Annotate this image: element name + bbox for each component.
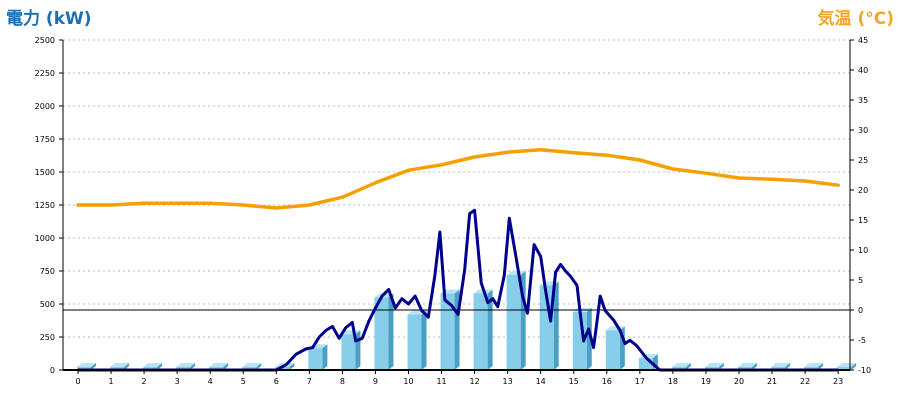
x-tick-label: 16 xyxy=(602,377,612,386)
bar-side xyxy=(322,344,328,370)
bar-top xyxy=(176,363,196,367)
bar-side xyxy=(421,310,427,370)
x-tick-label: 13 xyxy=(503,377,513,386)
bar-top xyxy=(506,270,526,275)
left-tick-label: 0 xyxy=(50,366,55,375)
x-tick-label: 1 xyxy=(109,377,114,386)
bar-side xyxy=(818,363,824,370)
right-tick-label: 5 xyxy=(858,276,863,285)
x-tick-label: 10 xyxy=(403,377,413,386)
right-tick-label: 25 xyxy=(858,156,868,165)
lines-layer xyxy=(63,148,850,372)
left-tick-label: 500 xyxy=(40,300,55,309)
bar-side xyxy=(289,363,295,370)
bar-top xyxy=(671,363,691,367)
bar-side xyxy=(553,281,559,370)
bar-top xyxy=(704,363,724,367)
x-tick-label: 20 xyxy=(734,377,744,386)
left-axis-title: 電力 (kW) xyxy=(6,9,92,29)
left-tick-label: 1250 xyxy=(35,201,55,210)
bar-top xyxy=(242,363,262,367)
right-tick-label: 0 xyxy=(858,306,863,315)
left-tick-label: 750 xyxy=(40,267,55,276)
bar-side xyxy=(851,363,857,370)
bar-top xyxy=(837,363,857,367)
bar xyxy=(837,367,852,370)
right-tick-label: 30 xyxy=(858,126,868,135)
bar-side xyxy=(685,363,691,370)
bars-layer xyxy=(77,270,857,370)
bar-side xyxy=(586,307,592,370)
bar-top xyxy=(110,363,130,367)
x-tick-label: 5 xyxy=(241,377,246,386)
bar xyxy=(308,348,323,370)
bar xyxy=(473,293,488,370)
x-tick-label: 21 xyxy=(767,377,777,386)
right-tick-label: 10 xyxy=(858,246,868,255)
x-tick-label: 6 xyxy=(274,377,279,386)
power-line xyxy=(78,208,839,372)
x-tick-label: 3 xyxy=(175,377,180,386)
x-tick-label: 8 xyxy=(340,377,345,386)
bar xyxy=(638,358,653,370)
x-tick-label: 19 xyxy=(701,377,711,386)
bar xyxy=(506,274,521,370)
bar-side xyxy=(718,363,724,370)
bar-side xyxy=(752,363,757,370)
bar-top xyxy=(804,363,824,367)
bar xyxy=(341,334,356,370)
x-tick-label: 18 xyxy=(668,377,678,386)
bar-top xyxy=(771,363,791,367)
left-tick-label: 1750 xyxy=(35,135,55,144)
right-tick-label: 45 xyxy=(858,36,868,45)
bar-side xyxy=(157,363,163,370)
left-tick-label: 1500 xyxy=(35,168,55,177)
left-tick-label: 1000 xyxy=(35,234,55,243)
x-tick-label: 11 xyxy=(436,377,446,386)
right-tick-label: 40 xyxy=(858,66,868,75)
bar-side xyxy=(223,363,229,370)
axes-layer: 02505007501000125015001750200022502500-1… xyxy=(35,36,871,386)
x-tick-label: 22 xyxy=(800,377,810,386)
right-tick-label: 15 xyxy=(858,216,868,225)
bar-top xyxy=(209,363,229,367)
x-tick-label: 15 xyxy=(569,377,579,386)
x-tick-label: 14 xyxy=(536,377,546,386)
bar xyxy=(407,314,422,370)
bar-top xyxy=(143,363,163,367)
grid-layer xyxy=(63,39,850,338)
x-tick-label: 0 xyxy=(75,377,80,386)
left-tick-label: 2250 xyxy=(35,69,55,78)
right-tick-label: 35 xyxy=(858,96,868,105)
bar-side xyxy=(388,293,394,370)
bar-side xyxy=(124,363,130,370)
x-tick-label: 7 xyxy=(307,377,312,386)
bar-side xyxy=(91,363,96,370)
bar xyxy=(605,330,620,370)
temperature-line xyxy=(76,148,840,210)
right-tick-label: -5 xyxy=(858,336,866,345)
bar-side xyxy=(190,363,196,370)
left-tick-label: 2000 xyxy=(35,102,55,111)
bar xyxy=(539,285,554,370)
x-tick-label: 2 xyxy=(142,377,147,386)
x-tick-label: 9 xyxy=(373,377,378,386)
x-tick-label: 17 xyxy=(635,377,645,386)
bar-side xyxy=(785,363,791,370)
bar xyxy=(440,293,455,370)
x-tick-label: 4 xyxy=(208,377,213,386)
left-tick-label: 2500 xyxy=(35,36,55,45)
bar xyxy=(374,297,389,370)
x-tick-label: 23 xyxy=(833,377,843,386)
bar-top xyxy=(77,363,96,367)
bar-side xyxy=(256,363,262,370)
right-tick-label: 20 xyxy=(858,186,868,195)
x-tick-label: 12 xyxy=(470,377,480,386)
right-tick-label: -10 xyxy=(858,366,871,375)
left-tick-label: 250 xyxy=(40,333,55,342)
right-axis-title: 気温 (°C) xyxy=(817,9,894,29)
bar-top xyxy=(738,363,757,367)
